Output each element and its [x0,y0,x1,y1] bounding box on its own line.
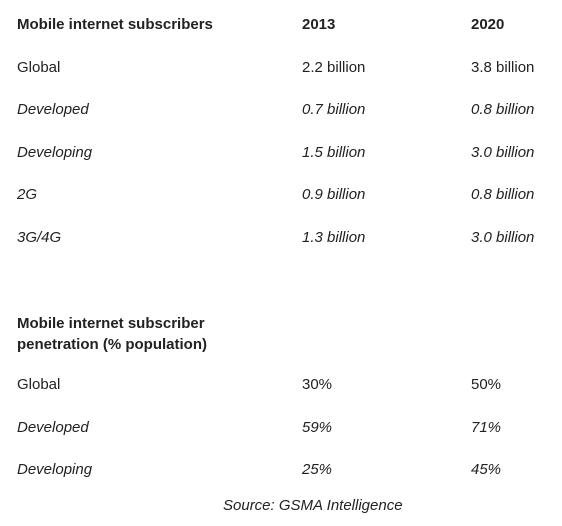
row-label: 2G [17,186,38,203]
cell: 59% [302,419,333,436]
cell: 0.8 billion [471,101,535,118]
cell: 0.9 billion [302,186,366,203]
cell: 45% [471,461,502,478]
row-label: Developing [17,461,93,478]
row-label: Developed [17,419,89,436]
row-label: Developing [17,144,93,161]
cell: 50% [471,376,502,393]
row-label: 3G/4G [17,229,62,246]
cell: 71% [471,419,502,436]
header-cell: Mobile internet subscriber penetration (… [17,315,207,353]
row-label: Global [17,59,61,76]
cell: 30% [302,376,333,393]
cell: 2.2 billion [302,59,366,76]
cell: 3.8 billion [471,59,535,76]
cell: 3.0 billion [471,229,535,246]
source-note: Source: GSMA Intelligence [223,497,403,514]
header-cell: Mobile internet subscribers [17,16,213,33]
header-cell: 2013 [302,16,336,33]
header-cell: 2020 [471,16,505,33]
cell: 25% [302,461,333,478]
cell: 0.8 billion [471,186,535,203]
row-label: Developed [17,101,89,118]
cell: 1.5 billion [302,144,366,161]
cell: 3.0 billion [471,144,535,161]
cell: 1.3 billion [302,229,366,246]
cell: 0.7 billion [302,101,366,118]
row-label: Global [17,376,61,393]
